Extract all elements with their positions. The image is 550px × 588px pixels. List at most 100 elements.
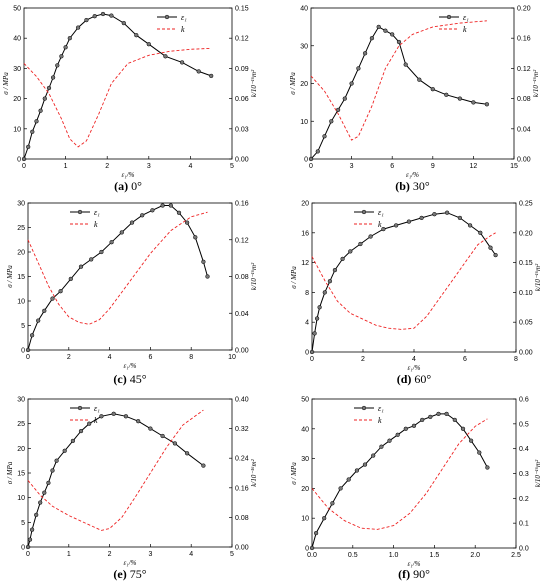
y-tick-label: 50 [13, 6, 21, 13]
data-point [29, 333, 35, 338]
data-point [99, 249, 104, 255]
panel-tag: (e) [113, 567, 126, 581]
y-tick-label: 25 [17, 421, 25, 428]
y2-tick-label: 0.0 [519, 546, 529, 553]
data-point [452, 417, 457, 423]
y-tick-label: 4 [305, 320, 309, 327]
data-point [100, 11, 106, 17]
y-tick-label: 0 [17, 157, 21, 164]
y-tick-label: 10 [300, 119, 308, 126]
data-point [362, 51, 368, 56]
y2-tick-label: 0.40 [235, 397, 249, 404]
chart-panel-4: 0 2 4 6 8 0 4 8 12 16 20 0.00 0.05 0.10 0.15 0.20 0.25 ε₁… [290, 201, 542, 387]
data-point [369, 36, 375, 41]
data-point [136, 419, 141, 424]
y2-axis-title: k/10⁻¹⁶m² [534, 263, 542, 291]
y2-tick-label: 0.15 [235, 6, 249, 13]
y-tick-label: 20 [17, 250, 25, 257]
data-point [87, 421, 92, 426]
plot-frame [23, 7, 233, 160]
data-point [184, 220, 190, 225]
data-point [119, 230, 124, 235]
y2-tick-label: 0.00 [235, 157, 249, 164]
x-axis-title: ε₁/% [406, 171, 419, 179]
legend-label-permeability: k [463, 25, 467, 34]
y2-tick-label: 0.12 [235, 237, 249, 244]
data-point [59, 54, 64, 59]
panel-caption: (a) 0° [114, 179, 142, 193]
data-point [201, 259, 206, 264]
data-point [111, 411, 116, 416]
y-axis-title: σ / MPa [6, 461, 14, 484]
y-tick-label: 30 [300, 43, 308, 50]
y-tick-label: 8 [305, 290, 309, 297]
data-point [34, 512, 39, 518]
data-point [42, 490, 47, 495]
x-tick-label: 1.0 [389, 552, 399, 559]
y-tick-label: 10 [17, 495, 25, 502]
data-point [390, 32, 395, 37]
data-point [70, 438, 76, 444]
data-point [329, 119, 334, 124]
x-tick-label: 5 [230, 163, 234, 170]
data-point [89, 257, 94, 262]
y2-tick-label: 0.20 [519, 230, 533, 237]
data-point [150, 208, 155, 213]
x-tick-label: 0 [309, 163, 313, 170]
data-point [315, 149, 320, 154]
x-axis-title: ε₁/% [122, 171, 135, 179]
chart-panel-5: 0 1 2 3 4 5 0 5 10 15 20 25 30 0.00 0.08 0.16 0.24 0.32 0.… [6, 397, 258, 582]
y2-axis-title: k/10⁻¹⁶m² [532, 69, 540, 97]
data-point [338, 486, 343, 491]
x-tick-label: 2 [108, 551, 112, 558]
legend-label-permeability: k [94, 220, 98, 229]
data-point [78, 264, 84, 269]
y-tick-label: 30 [17, 201, 25, 208]
data-point [485, 465, 490, 470]
x-tick-label: 0 [310, 356, 314, 363]
data-point [172, 441, 178, 446]
y2-tick-label: 0.20 [517, 6, 531, 13]
y-tick-label: 20 [17, 446, 25, 453]
data-point [444, 411, 449, 417]
data-point [396, 39, 402, 45]
data-point [168, 203, 173, 208]
y-axis-title: σ / MPa [2, 72, 10, 95]
data-point [123, 414, 129, 419]
data-point [395, 432, 400, 437]
data-point [129, 220, 135, 225]
data-point [362, 462, 368, 467]
data-point [134, 33, 139, 38]
data-point [342, 96, 347, 101]
panel-tag: (b) [395, 179, 410, 193]
series-line-stress [311, 212, 497, 353]
data-point [25, 544, 31, 550]
legend-marker-stress [361, 405, 367, 411]
y-tick-label: 30 [13, 66, 21, 73]
data-point [457, 96, 463, 101]
y2-tick-label: 0.4 [519, 446, 529, 453]
data-point [209, 73, 214, 79]
y-tick-label: 20 [301, 201, 309, 208]
panel-angle: 90° [410, 567, 430, 581]
data-point [308, 156, 314, 162]
data-point [26, 144, 31, 150]
data-point [314, 316, 320, 321]
y2-tick-label: 0.00 [235, 348, 249, 355]
x-tick-label: 5 [230, 551, 234, 558]
data-point [92, 14, 97, 19]
y-tick-label: 25 [17, 225, 25, 232]
data-point [146, 42, 151, 47]
y-tick-label: 20 [301, 486, 309, 493]
legend-label-stress: ε₁ [181, 13, 187, 22]
data-point [322, 290, 327, 295]
x-tick-label: 3 [148, 551, 152, 558]
data-point [50, 468, 55, 473]
panel-tag: (a) [114, 179, 128, 193]
y2-tick-label: 0.12 [235, 36, 249, 43]
data-point [140, 213, 145, 218]
x-tick-label: 8 [514, 356, 518, 363]
x-tick-label: 10 [228, 354, 236, 361]
y2-tick-label: 0.08 [235, 515, 249, 522]
